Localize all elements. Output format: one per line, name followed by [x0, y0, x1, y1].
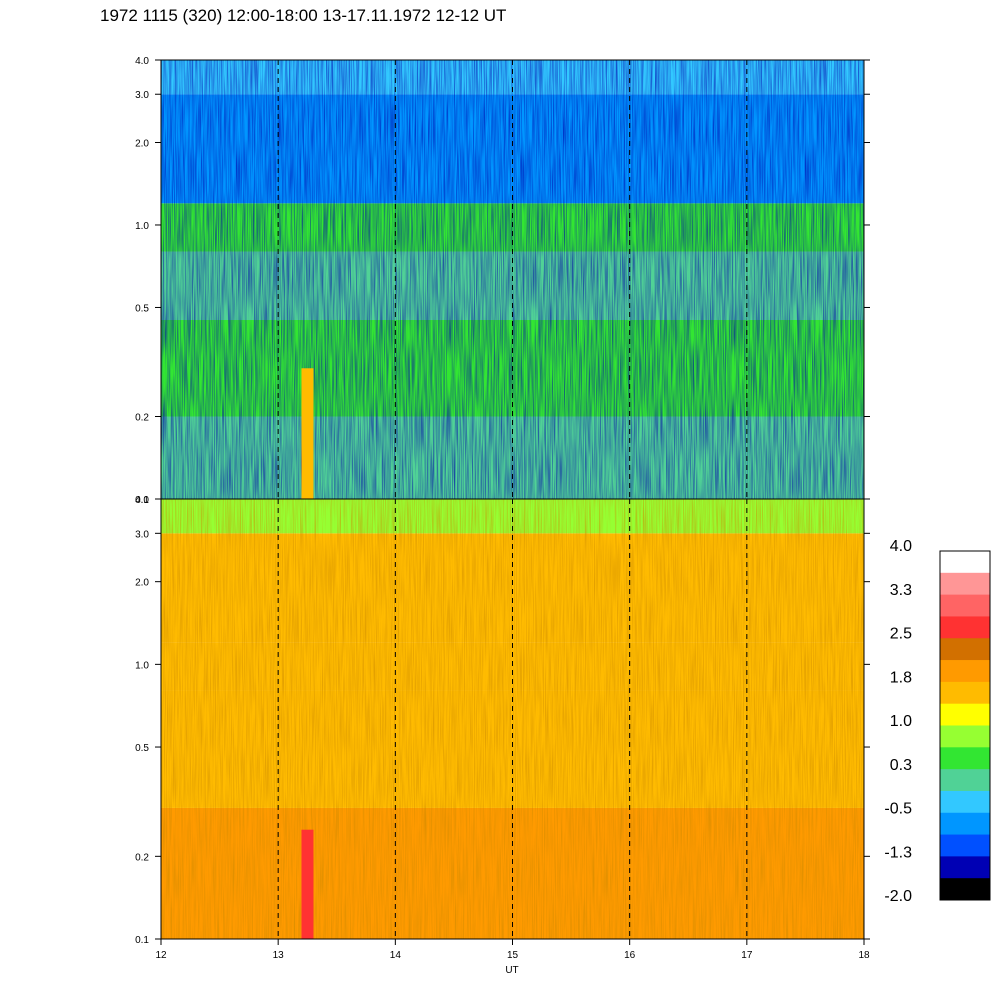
colorbar-swatch [940, 856, 990, 879]
x-tick-label: 18 [858, 950, 870, 961]
colorbar-swatch [940, 616, 990, 639]
x-tick-label: 13 [273, 950, 285, 961]
chart-title: 1972 1115 (320) 12:00-18:00 13-17.11.197… [100, 6, 507, 25]
lower-ytick-label: 4.0 [135, 495, 149, 506]
colorbar-label: 2.5 [890, 626, 912, 643]
upper-ytick-label: 0.5 [135, 303, 149, 314]
colorbar-swatch [940, 769, 990, 792]
colorbar-swatch [940, 638, 990, 661]
upper-feature [301, 368, 314, 499]
upper-spectrogram-panel: 0.1 0.2 0.5 1.0 2.0 3.0 4.0 [135, 56, 870, 506]
x-tick-label: 16 [624, 950, 636, 961]
colorbar-frame [939, 550, 991, 901]
colorbar-swatch [940, 572, 990, 596]
x-tick-label: 15 [507, 950, 519, 961]
lower-ytick-label: 1.0 [135, 660, 149, 671]
colorbar-label: -2.0 [884, 888, 912, 905]
colorbar-label: 1.0 [890, 713, 912, 730]
colorbar-swatch [940, 551, 990, 574]
colorbar-swatch [940, 834, 990, 857]
colorbar-swatch [940, 660, 990, 683]
upper-ytick-label: 4.0 [135, 56, 149, 67]
upper-ytick-label: 3.0 [135, 90, 149, 101]
colorbar-label: -1.3 [884, 844, 912, 861]
colorbar-swatch [940, 681, 990, 705]
lower-feature [301, 829, 314, 939]
colorbar-label: 1.8 [890, 669, 912, 686]
x-tick-label: 12 [155, 950, 167, 961]
colorbar-swatch [940, 725, 990, 748]
colorbar-label: 3.3 [890, 582, 912, 599]
x-axis: 12 13 14 15 16 17 18 UT [155, 939, 870, 976]
upper-ytick-label: 0.2 [135, 413, 149, 424]
lower-ytick-label: 0.2 [135, 852, 149, 863]
colorbar-label: 4.0 [890, 538, 912, 555]
x-axis-label: UT [505, 965, 518, 976]
x-tick-label: 14 [390, 950, 402, 961]
upper-ytick-label: 1.0 [135, 221, 149, 232]
colorbar-swatch [940, 878, 990, 901]
colorbar-swatch [940, 703, 990, 726]
lower-ytick-label: 2.0 [135, 578, 149, 589]
colorbar-swatch [940, 790, 990, 814]
lower-ytick-label: 0.5 [135, 743, 149, 754]
lower-ytick-label: 0.1 [135, 935, 149, 946]
colorbar-label: 0.3 [890, 757, 912, 774]
colorbar-swatch [940, 747, 990, 770]
lower-ytick-label: 3.0 [135, 529, 149, 540]
upper-ytick-label: 0.1 [135, 495, 149, 506]
upper-ytick-label: 2.0 [135, 138, 149, 149]
lower-spectrogram-panel: 0.1 0.2 0.5 1.0 2.0 3.0 4.0 [135, 495, 870, 946]
colorbar: 4.0 3.3 2.5 1.8 1.0 0.3 -0.5 -1.3 -2.0 [884, 538, 991, 905]
colorbar-label: -0.5 [884, 801, 912, 818]
colorbar-swatch [940, 812, 990, 836]
colorbar-swatch [940, 594, 990, 617]
x-tick-label: 17 [741, 950, 753, 961]
